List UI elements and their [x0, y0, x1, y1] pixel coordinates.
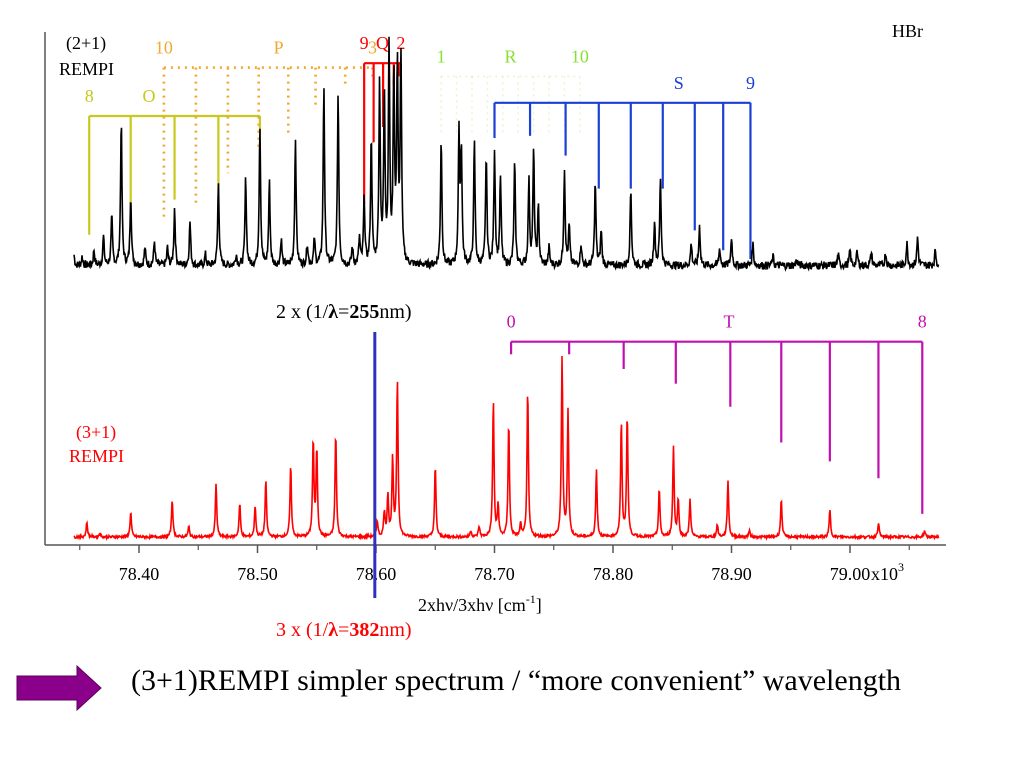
two-photon-lambda: λ	[328, 301, 338, 323]
branch-s: 9S	[493, 73, 755, 259]
branch-first-label: 0	[507, 312, 516, 332]
top-series-label-line1: (2+1)	[66, 33, 106, 54]
x-tick-label: 78.70	[474, 564, 515, 584]
bottom-series-label: (3+1) REMPI	[69, 422, 124, 466]
branch-title: O	[142, 86, 155, 106]
branch-t: 0 8 T	[507, 312, 927, 514]
x-tick-label: 78.80	[593, 564, 634, 584]
branch-title: R	[504, 46, 516, 66]
branch-first-label: 8	[85, 86, 94, 106]
two-photon-value: 255	[349, 301, 379, 323]
x-tick-label: 78.90	[711, 564, 752, 584]
branch-title: Q	[376, 33, 389, 53]
bottom-series-label-line2: REMPI	[69, 446, 124, 466]
x-axis-label-main: 2xhν/3xhν [cm	[418, 595, 526, 615]
branch-first-label: 9	[360, 33, 369, 53]
branch-last-label: 10	[571, 46, 589, 66]
three-photon-prefix: 3 x (1/	[276, 619, 329, 641]
x-ticks	[79, 545, 910, 553]
branch-p: 10 3 P	[155, 38, 377, 222]
top-series-label-line2: REMPI	[59, 59, 114, 79]
three-photon-eq: =	[338, 619, 349, 641]
branch-last-label: 8	[918, 312, 927, 332]
arrow-shape	[16, 664, 102, 712]
branch-title: P	[274, 38, 284, 58]
x-axis-label: 2xhν/3xhν [cm-1]	[418, 592, 542, 615]
branch-last-label: 9	[746, 73, 755, 93]
branch-title: S	[674, 73, 684, 93]
bottom-series-label-line1: (3+1)	[76, 422, 116, 443]
branch-first-label: 10	[155, 38, 173, 58]
branch-first-label: 1	[437, 46, 446, 66]
two-photon-unit: nm)	[379, 301, 411, 323]
branch-last-label: 3	[368, 38, 377, 58]
three-photon-value: 382	[349, 619, 379, 641]
two-photon-wavelength-label: 2 x (1/λ=255nm)	[276, 301, 412, 323]
x-axis-label-close: ]	[536, 595, 542, 615]
chart-title: HBr	[892, 21, 923, 41]
x-multiplier-label: x103	[871, 560, 904, 584]
branch-r: 1 10 R	[437, 46, 589, 134]
x-multiplier-exponent: 3	[898, 560, 904, 574]
three-photon-unit: nm)	[379, 619, 411, 641]
top-spectrum-trace	[73, 36, 940, 272]
branch-last-label: 2	[396, 33, 405, 53]
two-photon-prefix: 2 x (1/	[276, 301, 329, 323]
three-photon-wavelength-label: 3 x (1/λ=382nm)	[276, 619, 412, 641]
branch-title: T	[724, 312, 735, 332]
x-tick-label: 78.50	[237, 564, 278, 584]
x-axis-label-exponent: -1	[526, 592, 536, 606]
right-arrow-icon	[16, 664, 102, 712]
three-photon-lambda: λ	[328, 619, 338, 641]
top-series-label: (2+1) REMPI	[59, 33, 114, 79]
x-tick-label: 78.40	[119, 564, 160, 584]
x-multiplier-base: x10	[871, 564, 898, 584]
two-photon-eq: =	[338, 301, 349, 323]
x-tick-label: 79.00	[830, 564, 871, 584]
bottom-spectrum-trace	[73, 355, 940, 542]
slide-caption: (3+1)REMPI simpler spectrum / “more conv…	[131, 664, 902, 697]
spectrum-traces	[73, 36, 940, 542]
